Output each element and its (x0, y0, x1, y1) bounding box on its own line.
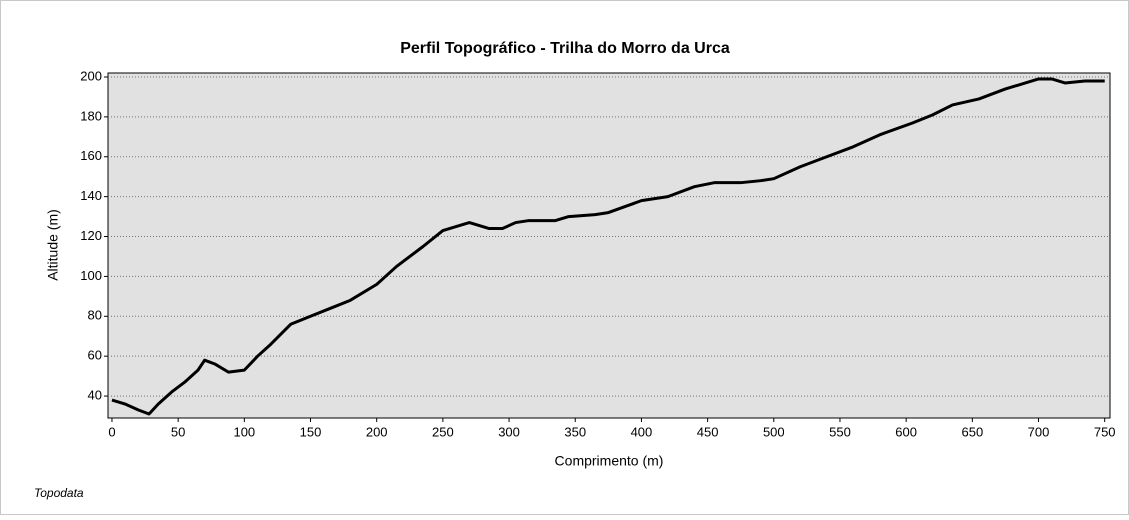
y-tick-label: 80 (88, 308, 102, 323)
x-axis-label: Comprimento (m) (555, 453, 664, 469)
y-tick-label: 160 (80, 148, 102, 163)
x-tick-label: 500 (763, 424, 785, 439)
x-tick-label: 300 (498, 424, 520, 439)
x-tick-label: 250 (432, 424, 454, 439)
y-tick-label: 40 (88, 388, 102, 403)
chart-title: Perfil Topográfico - Trilha do Morro da … (400, 40, 730, 57)
plot-area (107, 72, 1111, 419)
x-tick-label: 400 (631, 424, 653, 439)
y-tick-label: 140 (80, 188, 102, 203)
x-tick-label: 550 (829, 424, 851, 439)
y-tick-label: 120 (80, 228, 102, 243)
x-tick-label: 0 (108, 424, 115, 439)
line (111, 77, 1105, 416)
x-tick-label: 350 (564, 424, 586, 439)
y-tick-label: 200 (80, 68, 102, 83)
x-tick-label: 50 (171, 424, 185, 439)
annotation: Topodata (34, 486, 84, 500)
x-tick-label: 450 (697, 424, 719, 439)
x-tick-label: 650 (961, 424, 983, 439)
y-tick-label: 100 (80, 268, 102, 283)
x-tick-label: 750 (1094, 424, 1116, 439)
x-tick-label: 600 (895, 424, 917, 439)
y-tick-label: 60 (88, 348, 102, 363)
x-tick-label: 100 (233, 424, 255, 439)
x-tick-label: 700 (1028, 424, 1050, 439)
x-tick-label: 150 (300, 424, 322, 439)
x-tick-label: 200 (366, 424, 388, 439)
y-tick-label: 180 (80, 108, 102, 123)
y-axis-label: Altitude (m) (45, 209, 61, 281)
